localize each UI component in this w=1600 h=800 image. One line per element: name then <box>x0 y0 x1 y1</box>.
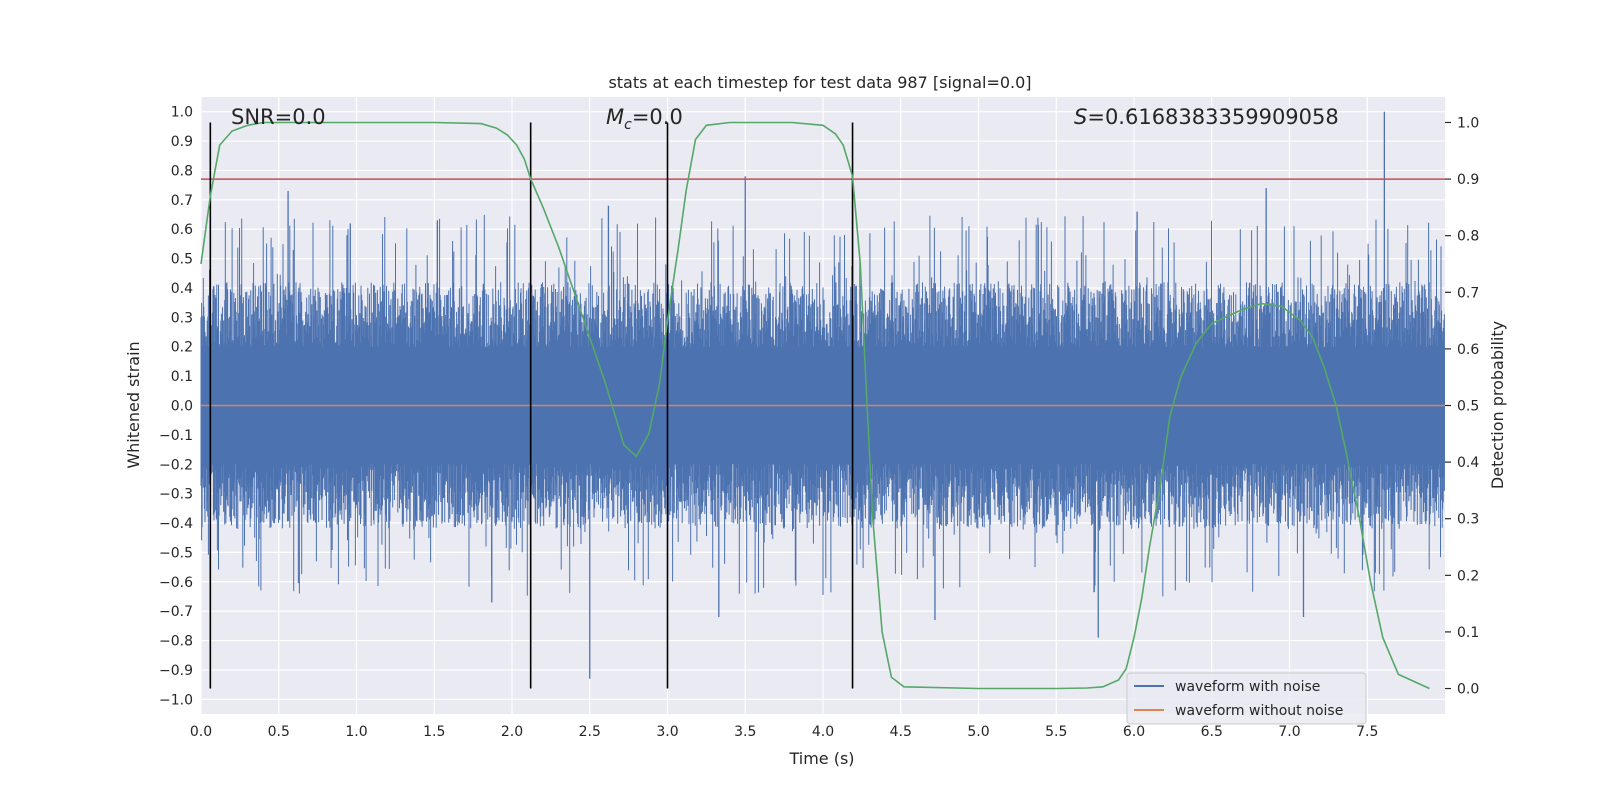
legend-box <box>1126 672 1367 725</box>
x-axis-label: Time (s) <box>788 749 854 768</box>
legend: waveform with noise waveform without noi… <box>1126 672 1367 725</box>
snr-annotation: SNR=0.0 <box>231 105 326 129</box>
x-tick-15: 7.5 <box>1356 724 1378 740</box>
x-tick-10: 5.0 <box>967 724 989 740</box>
x-axis-ticks: 0.0 0.5 1.0 1.5 2.0 2.5 3.0 3.5 4.0 4.5 5.0 5.5 6.0 6… <box>190 724 1379 740</box>
y-tick-18: −0.8 <box>159 634 193 650</box>
x-tick-0: 0.0 <box>190 724 212 740</box>
s-symbol: S <box>1074 105 1087 129</box>
x-tick-12: 6.0 <box>1123 724 1145 740</box>
y2-tick-8: 0.8 <box>1457 229 1479 245</box>
y2-tick-6: 0.6 <box>1457 342 1479 358</box>
x-tick-7: 3.5 <box>734 724 756 740</box>
y-tick-12: −0.2 <box>159 457 193 473</box>
y2-tick-10: 1.0 <box>1457 115 1479 131</box>
y-tick-0: 1.0 <box>171 105 193 121</box>
x-tick-1: 0.5 <box>268 724 290 740</box>
x-tick-6: 3.0 <box>656 724 678 740</box>
y-tick-13: −0.3 <box>159 487 193 503</box>
series-detection-probability <box>200 121 1430 690</box>
y-axis-label: Whitened strain <box>124 341 143 468</box>
x-tick-13: 6.5 <box>1201 724 1223 740</box>
x-tick-8: 4.0 <box>812 724 834 740</box>
y-tick-1: 0.9 <box>171 134 193 150</box>
y2-axis-label: Detection probability <box>1488 321 1507 489</box>
y-tick-9: 0.1 <box>171 369 193 385</box>
y-tick-6: 0.4 <box>171 281 193 297</box>
x-tick-3: 1.5 <box>423 724 445 740</box>
y-tick-14: −0.4 <box>159 516 193 532</box>
y2-tick-9: 0.9 <box>1457 172 1479 188</box>
y2-tick-7: 0.7 <box>1457 285 1479 301</box>
chirp-mass-subscript: c <box>624 117 632 133</box>
y2-tick-2: 0.2 <box>1457 568 1479 584</box>
x-tick-14: 7.0 <box>1278 724 1300 740</box>
y2-tick-0: 0.0 <box>1457 682 1479 698</box>
legend-label-noise: waveform with noise <box>1175 679 1320 695</box>
y-tick-15: −0.5 <box>159 545 193 561</box>
y-tick-2: 0.8 <box>171 163 193 179</box>
s-annotation: S=0.6168383359909058 <box>1074 105 1339 129</box>
chirp-mass-symbol: M <box>606 105 624 129</box>
y-tick-5: 0.5 <box>171 252 193 268</box>
x-tick-2: 1.0 <box>345 724 367 740</box>
y-axis-ticks: 1.0 0.9 0.8 0.7 0.6 0.5 0.4 0.3 0.2 0.1 0.0 −0.1 −0.… <box>159 105 193 709</box>
y-tick-7: 0.3 <box>171 310 193 326</box>
chart-title: stats at each timestep for test data 987… <box>608 73 1031 92</box>
chirp-mass-value: =0.0 <box>632 105 683 129</box>
y-tick-17: −0.7 <box>159 604 193 620</box>
y2-axis-ticks: 0.0 0.1 0.2 0.3 0.4 0.5 0.6 0.7 0.8 0.9 1.0 <box>1445 115 1479 698</box>
y2-tick-1: 0.1 <box>1457 625 1479 641</box>
y-tick-8: 0.2 <box>171 340 193 356</box>
y-tick-20: −1.0 <box>159 692 193 708</box>
legend-label-clean: waveform without noise <box>1175 703 1343 719</box>
vertical-lines <box>209 122 854 689</box>
x-tick-9: 4.5 <box>890 724 912 740</box>
x-tick-4: 2.0 <box>501 724 523 740</box>
y2-tick-3: 0.3 <box>1457 512 1479 528</box>
chirp-mass-annotation: Mc=0.0 <box>606 105 683 133</box>
y2-tick-4: 0.4 <box>1457 455 1479 471</box>
x-tick-11: 5.5 <box>1045 724 1067 740</box>
x-tick-5: 2.5 <box>579 724 601 740</box>
probability-line <box>200 121 1430 690</box>
s-value: =0.6168383359909058 <box>1087 105 1338 129</box>
y2-tick-5: 0.5 <box>1457 399 1479 415</box>
y-tick-4: 0.6 <box>171 222 193 238</box>
y-tick-16: −0.6 <box>159 575 193 591</box>
y-tick-19: −0.9 <box>159 663 193 679</box>
y-tick-3: 0.7 <box>171 193 193 209</box>
y-tick-10: 0.0 <box>171 399 193 415</box>
y-tick-11: −0.1 <box>159 428 193 444</box>
